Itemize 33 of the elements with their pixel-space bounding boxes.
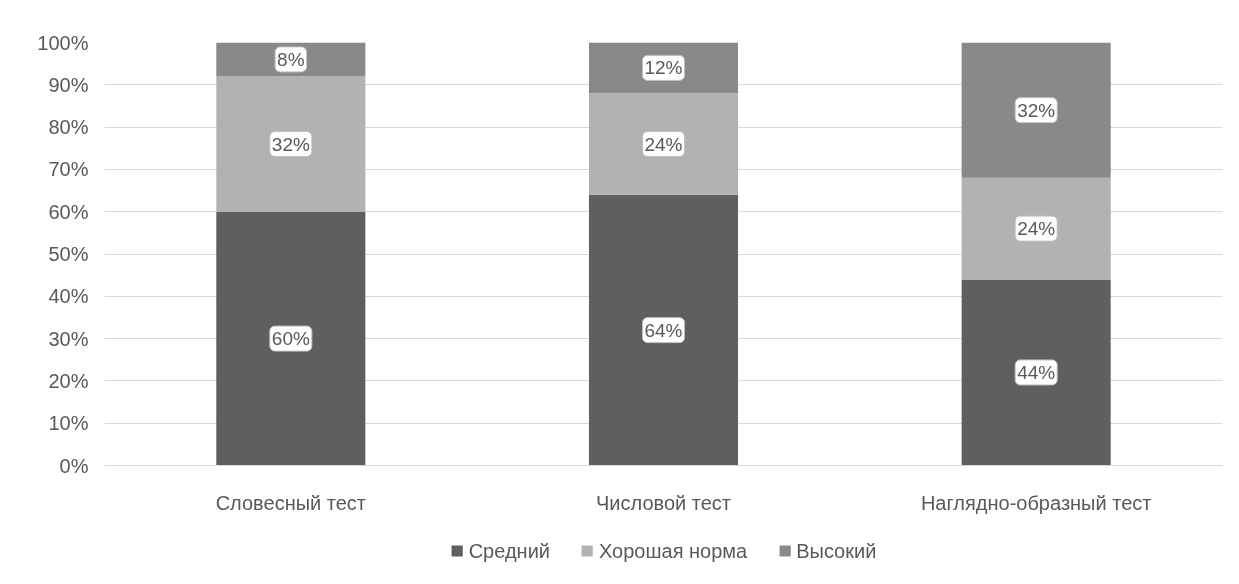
y-tick-label: 80% (48, 116, 89, 139)
y-tick-label: 100% (37, 31, 89, 54)
data-label: 32% (1017, 99, 1056, 121)
bar (216, 76, 366, 212)
y-tick-label: 90% (48, 73, 89, 96)
bar (588, 93, 739, 195)
data-label: 60% (271, 328, 310, 350)
y-tick-label: 40% (48, 285, 89, 308)
data-label: 12% (644, 57, 683, 79)
x-tick-label: Наглядно-образный тест (920, 491, 1152, 514)
y-tick-label: 50% (48, 243, 89, 265)
y-tick-label: 30% (48, 327, 89, 350)
y-tick-label: 10% (48, 412, 89, 435)
data-label: 32% (271, 133, 310, 155)
data-label: 24% (1017, 218, 1056, 240)
data-label: 64% (644, 319, 683, 341)
data-label: 8% (277, 48, 305, 70)
data-label: 44% (1017, 361, 1056, 383)
bar (216, 211, 366, 466)
y-tick-label: 20% (48, 369, 89, 392)
bar (588, 194, 739, 466)
y-tick-label: 60% (48, 200, 89, 223)
x-tick-label: Словесный тест (215, 491, 367, 514)
bar (961, 177, 1111, 280)
data-label: 24% (644, 133, 683, 155)
legend-label: Хорошая норма (598, 539, 748, 562)
y-tick-label: 0% (59, 454, 89, 477)
legend-label: Средний (468, 539, 550, 562)
x-tick-label: Числовой тест (596, 491, 731, 514)
legend-label: Высокий (796, 539, 877, 562)
bar (961, 42, 1111, 178)
y-tick-label: 70% (48, 158, 89, 181)
bar (961, 279, 1111, 466)
